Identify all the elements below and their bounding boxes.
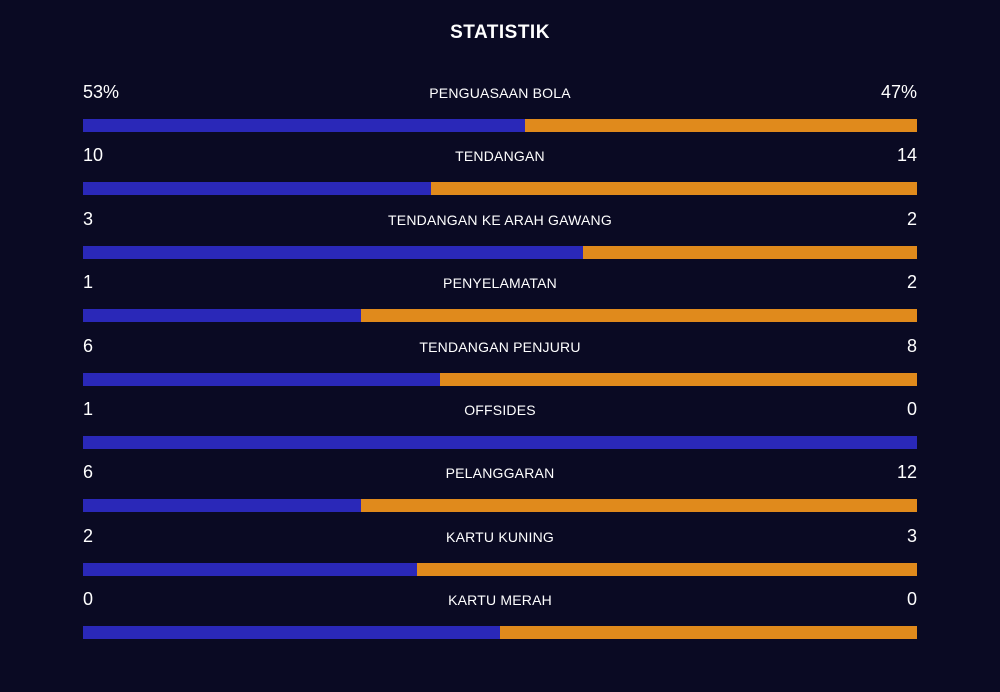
home-value: 1 (83, 398, 94, 419)
away-value: 47% (880, 82, 917, 102)
stat-row-possession: 53% PENGUASAAN BOLA 47% (83, 80, 917, 143)
away-value: 14 (896, 145, 917, 166)
stat-label: KARTU MERAH (448, 592, 552, 609)
stat-label: PENYELAMATAN (443, 275, 557, 292)
away-value: 8 (906, 335, 917, 356)
home-bar-segment (83, 372, 441, 386)
away-value: 2 (906, 272, 917, 293)
stat-label: PENGUASAAN BOLA (429, 85, 571, 101)
stat-label: KARTU KUNING (446, 528, 554, 545)
stat-row-red-cards: 0 KARTU MERAH 0 (83, 587, 917, 650)
home-bar-segment (83, 435, 917, 449)
home-bar-segment (83, 626, 500, 640)
home-bar-segment (83, 562, 417, 576)
stat-bar (83, 499, 917, 513)
home-value: 2 (83, 525, 94, 546)
stat-label: OFFSIDES (464, 401, 536, 418)
stat-row-saves: 1 PENYELAMATAN 2 (83, 270, 917, 333)
stat-label: TENDANGAN KE ARAH GAWANG (388, 211, 612, 228)
stat-bar (83, 562, 917, 576)
stat-bar (83, 626, 917, 640)
away-bar-segment (525, 119, 917, 132)
stat-bar (83, 435, 917, 449)
away-value: 12 (896, 462, 917, 483)
stat-label: TENDANGAN PENJURU (419, 338, 581, 355)
home-value: 10 (83, 145, 104, 166)
home-value: 6 (83, 335, 94, 356)
home-bar-segment (83, 182, 431, 196)
home-value: 6 (83, 462, 94, 483)
stat-row-shots: 10 TENDANGAN 14 (83, 143, 917, 206)
home-value: 53% (83, 82, 120, 102)
stat-bar (83, 309, 917, 323)
home-bar-segment (83, 119, 526, 132)
away-bar-segment (440, 372, 917, 386)
away-bar-segment (416, 562, 917, 576)
away-bar-segment (360, 499, 917, 513)
stat-row-yellow-cards: 2 KARTU KUNING 3 (83, 524, 917, 587)
home-value: 1 (83, 272, 94, 293)
away-value: 0 (906, 398, 917, 419)
home-bar-segment (83, 309, 361, 323)
stat-row-shots-on-target: 3 TENDANGAN KE ARAH GAWANG 2 (83, 207, 917, 270)
stat-bar (83, 372, 917, 386)
away-value: 0 (906, 589, 917, 610)
stat-bar (83, 182, 917, 196)
away-bar-segment (360, 309, 917, 323)
stats-title: STATISTIK (450, 22, 550, 43)
stat-label: PELANGGARAN (445, 465, 555, 482)
stat-row-corners: 6 TENDANGAN PENJURU 8 (83, 334, 917, 397)
away-value: 3 (906, 525, 917, 546)
away-bar-segment (500, 626, 917, 640)
home-value: 3 (83, 208, 94, 229)
away-value: 2 (906, 208, 917, 229)
stat-row-offsides: 1 OFFSIDES 0 (83, 397, 917, 460)
stat-bar (83, 119, 917, 132)
away-bar-segment (430, 182, 917, 196)
home-bar-segment (83, 499, 361, 513)
home-bar-segment (83, 245, 584, 259)
stat-bar (83, 245, 917, 259)
stat-label: TENDANGAN (455, 148, 545, 165)
stat-row-fouls: 6 PELANGGARAN 12 (83, 460, 917, 523)
stats-list: 53% PENGUASAAN BOLA 47% 10 TENDANGAN 14 … (83, 80, 917, 651)
away-bar-segment (583, 245, 917, 259)
home-value: 0 (83, 589, 94, 610)
